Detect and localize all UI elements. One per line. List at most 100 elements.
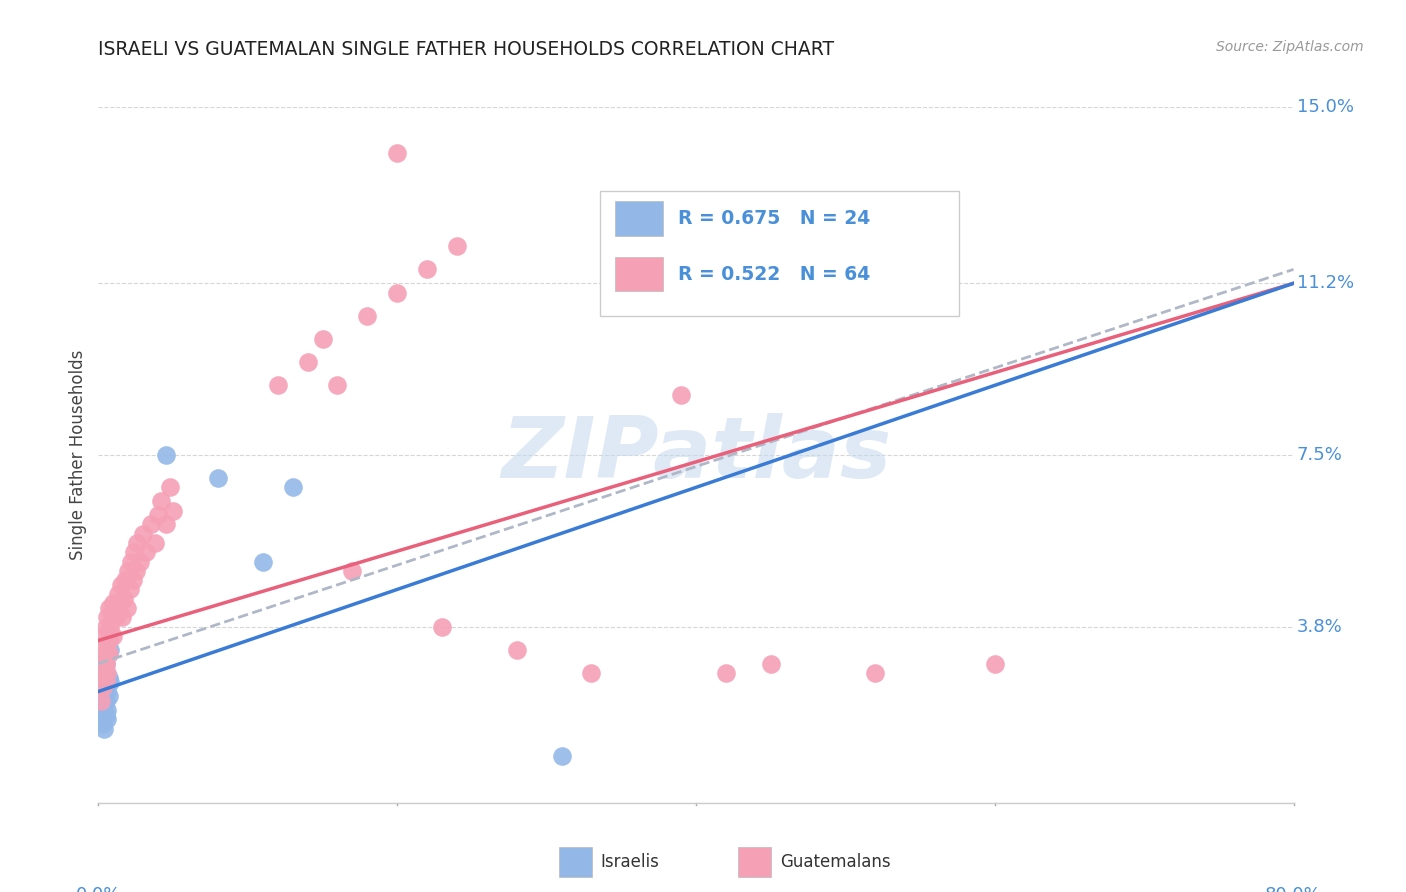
Point: [669, 387, 692, 401]
Point: [155, 517, 177, 532]
Point: [98, 675, 122, 690]
Point: [93, 689, 115, 703]
Point: [121, 573, 143, 587]
Text: ZIPatlas: ZIPatlas: [501, 413, 891, 497]
Point: [96, 712, 118, 726]
Point: [96, 642, 118, 657]
Point: [97, 689, 120, 703]
FancyBboxPatch shape: [558, 847, 592, 877]
FancyBboxPatch shape: [600, 191, 959, 316]
Point: [97, 671, 120, 685]
Point: [98, 642, 122, 657]
Point: [93, 648, 115, 662]
Text: 7.5%: 7.5%: [1296, 446, 1343, 464]
FancyBboxPatch shape: [614, 257, 662, 292]
Point: [90, 694, 112, 708]
Point: [97, 601, 120, 615]
Point: [94, 619, 117, 633]
Point: [91, 638, 114, 652]
Text: 3.8%: 3.8%: [1296, 617, 1343, 635]
Point: [385, 146, 409, 161]
Point: [111, 610, 134, 624]
Point: [94, 694, 117, 708]
Point: [91, 680, 114, 694]
Point: [98, 619, 122, 633]
Point: [356, 309, 378, 323]
Point: [91, 665, 114, 680]
Text: 11.2%: 11.2%: [1296, 275, 1354, 293]
Point: [150, 494, 173, 508]
Text: R = 0.675   N = 24: R = 0.675 N = 24: [678, 209, 870, 227]
Point: [129, 555, 152, 569]
Point: [94, 657, 117, 671]
Point: [90, 657, 112, 671]
Point: [96, 610, 118, 624]
Point: [91, 665, 114, 680]
Point: [416, 262, 439, 277]
Point: [143, 536, 166, 550]
Text: Source: ZipAtlas.com: Source: ZipAtlas.com: [1216, 40, 1364, 54]
Point: [267, 378, 290, 392]
Point: [207, 471, 229, 485]
FancyBboxPatch shape: [738, 847, 772, 877]
Point: [101, 610, 124, 624]
Text: R = 0.522   N = 64: R = 0.522 N = 64: [678, 265, 870, 284]
Point: [385, 285, 409, 300]
Point: [91, 703, 114, 717]
FancyBboxPatch shape: [614, 201, 662, 235]
Point: [430, 619, 453, 633]
Point: [759, 657, 782, 671]
Point: [446, 239, 468, 253]
Point: [93, 657, 115, 671]
Point: [581, 665, 603, 680]
Point: [865, 665, 887, 680]
Point: [155, 448, 177, 462]
Point: [108, 601, 131, 615]
Point: [281, 480, 304, 494]
Point: [94, 680, 117, 694]
Point: [103, 629, 125, 643]
Point: [114, 573, 136, 587]
Point: [110, 578, 132, 592]
Point: [97, 648, 120, 662]
Point: [983, 657, 1005, 671]
Text: 0.0%: 0.0%: [76, 887, 121, 892]
Point: [96, 665, 118, 680]
Point: [94, 657, 117, 671]
Point: [107, 587, 129, 601]
Point: [105, 610, 128, 624]
Point: [124, 545, 146, 559]
Point: [93, 698, 115, 713]
Point: [550, 749, 572, 764]
Point: [103, 596, 125, 610]
Point: [115, 601, 138, 615]
Point: [148, 508, 170, 523]
Point: [96, 703, 118, 717]
Point: [93, 722, 115, 736]
Text: ISRAELI VS GUATEMALAN SINGLE FATHER HOUSEHOLDS CORRELATION CHART: ISRAELI VS GUATEMALAN SINGLE FATHER HOUS…: [98, 40, 835, 59]
Point: [139, 517, 162, 532]
Point: [326, 378, 349, 392]
Text: 15.0%: 15.0%: [1296, 98, 1354, 116]
Point: [112, 591, 135, 606]
Point: [94, 675, 117, 690]
Point: [297, 355, 319, 369]
Point: [159, 480, 181, 494]
Point: [506, 642, 529, 657]
Point: [117, 564, 139, 578]
Point: [97, 633, 120, 648]
Point: [125, 564, 148, 578]
Point: [91, 694, 114, 708]
Text: Israelis: Israelis: [600, 853, 659, 871]
Point: [91, 717, 114, 731]
Point: [311, 332, 333, 346]
Point: [90, 684, 112, 698]
Point: [714, 665, 737, 680]
Point: [94, 707, 117, 722]
Text: Guatemalans: Guatemalans: [779, 853, 890, 871]
Point: [135, 545, 157, 559]
Point: [252, 555, 274, 569]
Point: [342, 564, 364, 578]
Point: [127, 536, 149, 550]
Point: [118, 582, 141, 597]
